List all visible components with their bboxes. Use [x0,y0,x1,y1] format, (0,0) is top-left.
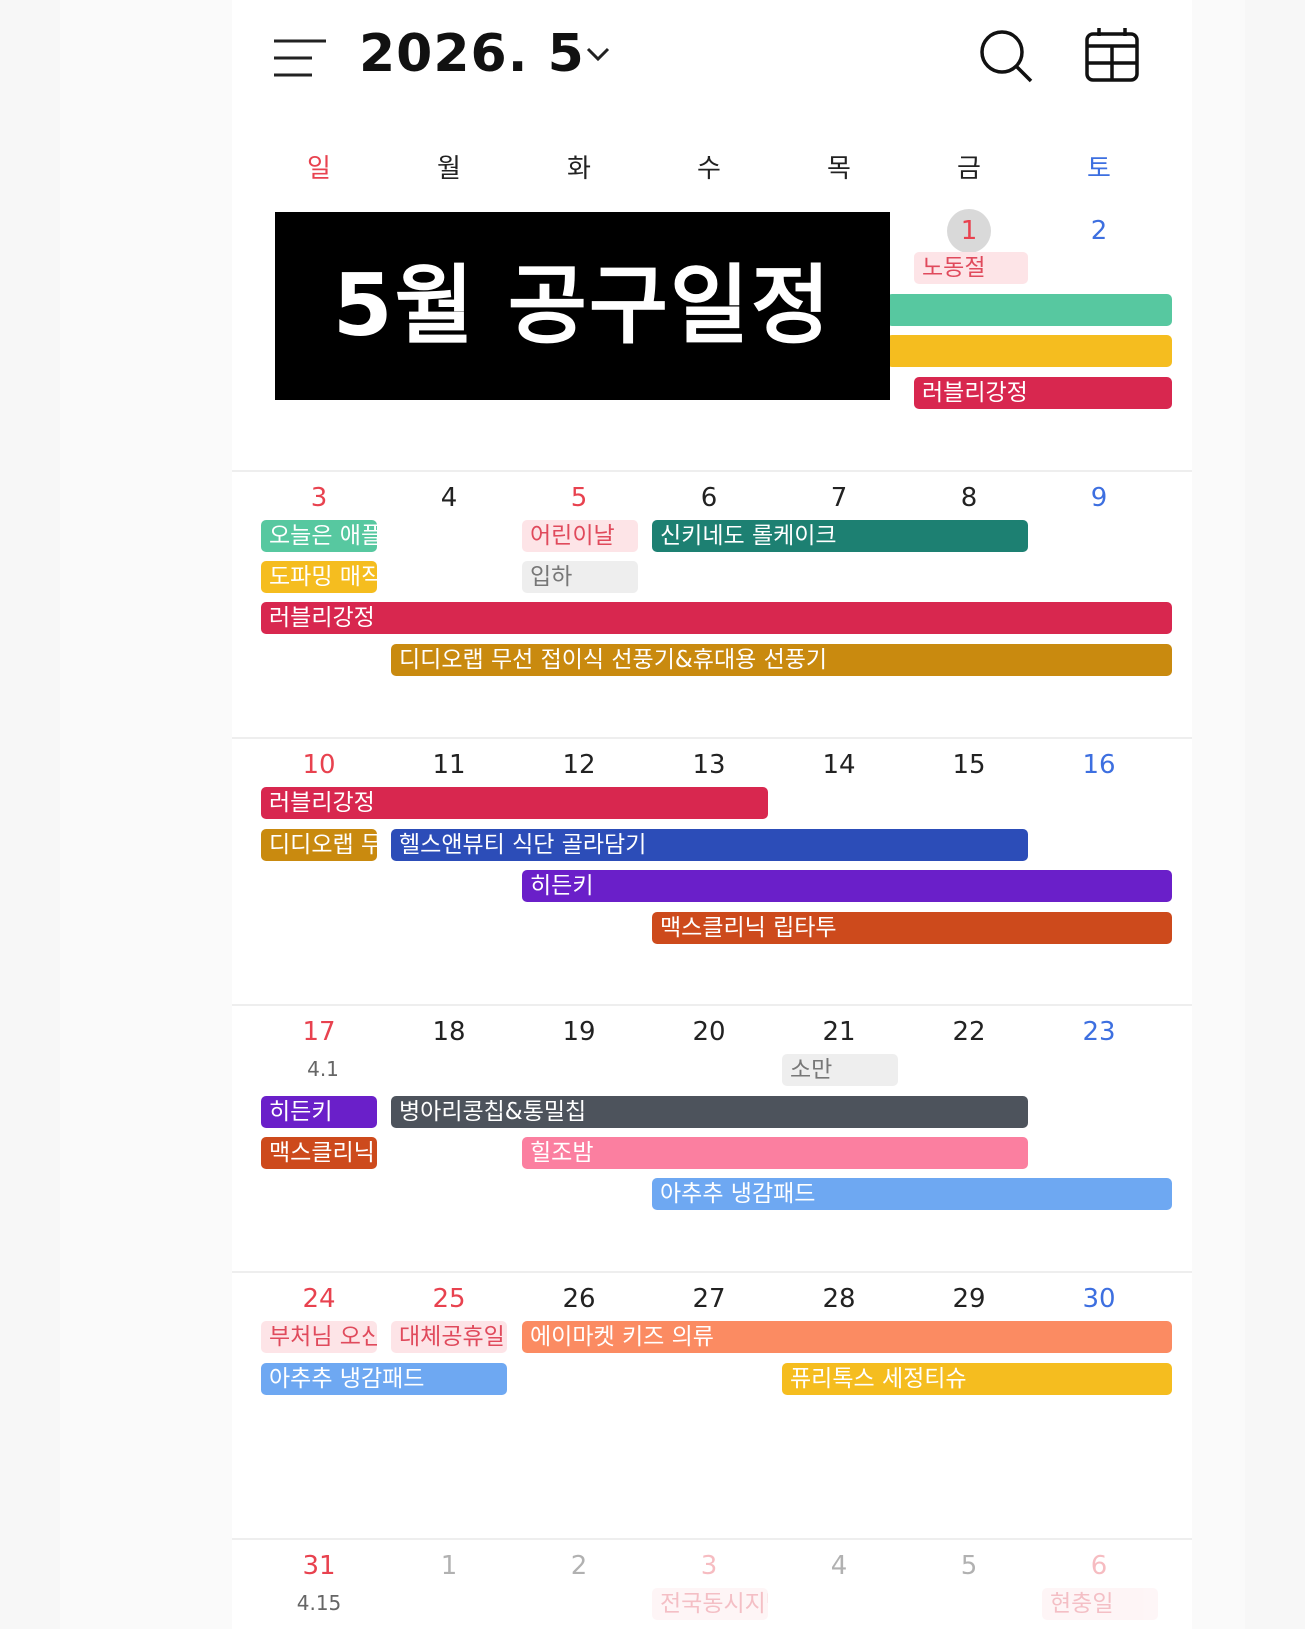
event-buddha[interactable]: 부처님 오신 날 [261,1321,377,1353]
day-3[interactable]: 3 [310,483,328,513]
day-next-6[interactable]: 6 [1090,1551,1108,1581]
today-marker [947,209,991,253]
day-28[interactable]: 28 [822,1284,856,1314]
weekday-sat: 토 [1087,154,1111,184]
day-6[interactable]: 6 [700,483,718,513]
event-green-bar[interactable] [887,294,1172,326]
day-22[interactable]: 22 [952,1017,986,1047]
day-next-1[interactable]: 1 [440,1551,458,1581]
event-oneul[interactable]: 오늘은 애플 [261,520,377,552]
event-amarket[interactable]: 에이마켓 키즈 의류 [522,1321,1172,1353]
event-puri[interactable]: 퓨리톡스 세정티슈 [782,1363,1172,1395]
day-20[interactable]: 20 [692,1017,726,1047]
event-shinki[interactable]: 신키네도 롤케이크 [652,520,1028,552]
event-health[interactable]: 헬스앤뷰티 식단 골라담기 [391,829,1028,861]
day-19[interactable]: 19 [562,1017,596,1047]
event-didio-w3[interactable]: 디디오랩 무선 [261,829,377,861]
weekday-fri: 금 [957,154,981,184]
day-12[interactable]: 12 [562,750,596,780]
day-next-2[interactable]: 2 [570,1551,588,1581]
day-13[interactable]: 13 [692,750,726,780]
event-yellow-bar[interactable] [887,335,1172,367]
event-achu-w4[interactable]: 아추추 냉감패드 [652,1178,1172,1210]
day-next-5[interactable]: 5 [960,1551,978,1581]
event-substitute-holiday[interactable]: 대체공휴일 [391,1321,507,1353]
event-lovely-w1[interactable]: 러블리강정 [914,377,1172,409]
day-21[interactable]: 21 [822,1017,856,1047]
day-27[interactable]: 27 [692,1284,726,1314]
event-max-w4[interactable]: 맥스클리닉 [261,1137,377,1169]
weekday-tue: 화 [567,154,591,184]
weekday-thu: 목 [827,154,851,184]
event-soman[interactable]: 소만 [782,1054,898,1086]
day-4[interactable]: 4 [440,483,458,513]
banner-overlay: 5월 공구일정 [275,212,890,400]
week-divider [232,1004,1192,1006]
day-18[interactable]: 18 [432,1017,466,1047]
day-16[interactable]: 16 [1082,750,1116,780]
day-15[interactable]: 15 [952,750,986,780]
week-divider [232,1538,1192,1540]
month-title[interactable]: 2026. 5 [359,24,585,84]
lunar-date: 4.1 [307,1057,339,1081]
app-background: 2026. 5 일 월 화 수 목 금 토 1 2 노동절 러블리강정 3 4 … [60,0,1245,1629]
day-7[interactable]: 7 [830,483,848,513]
event-lovely-w3[interactable]: 러블리강정 [261,787,768,819]
event-memorial-day[interactable]: 현충일 [1042,1588,1158,1620]
day-8[interactable]: 8 [960,483,978,513]
day-1[interactable]: 1 [960,216,978,246]
day-9[interactable]: 9 [1090,483,1108,513]
day-17[interactable]: 17 [302,1017,336,1047]
day-14[interactable]: 14 [822,750,856,780]
day-next-3[interactable]: 3 [700,1551,718,1581]
event-didio-w2[interactable]: 디디오랩 무선 접이식 선풍기&휴대용 선풍기 [391,644,1172,676]
event-achu-w5[interactable]: 아추추 냉감패드 [261,1363,507,1395]
day-5[interactable]: 5 [570,483,588,513]
day-30[interactable]: 30 [1082,1284,1116,1314]
event-hidden-w4[interactable]: 히든키 [261,1096,377,1128]
week-divider [232,470,1192,472]
day-2[interactable]: 2 [1090,216,1108,246]
day-23[interactable]: 23 [1082,1017,1116,1047]
event-max-w3[interactable]: 맥스클리닉 립타투 [652,912,1172,944]
event-election[interactable]: 전국동시지방선거 [652,1588,768,1620]
day-31[interactable]: 31 [302,1551,336,1581]
event-children-day[interactable]: 어린이날 [522,520,638,552]
event-ipha[interactable]: 입하 [522,561,638,593]
event-nodongjeol[interactable]: 노동절 [914,252,1028,284]
day-26[interactable]: 26 [562,1284,596,1314]
event-byung[interactable]: 병아리콩칩&통밀칩 [391,1096,1028,1128]
day-25[interactable]: 25 [432,1284,466,1314]
week-divider [232,737,1192,739]
week-divider [232,1271,1192,1273]
day-29[interactable]: 29 [952,1284,986,1314]
event-heal[interactable]: 힐조밤 [522,1137,1028,1169]
day-11[interactable]: 11 [432,750,466,780]
menu-icon[interactable] [272,38,328,78]
calendar-grid-icon[interactable] [1084,28,1140,84]
event-hidden-w3[interactable]: 히든키 [522,870,1172,902]
calendar-view: 2026. 5 일 월 화 수 목 금 토 1 2 노동절 러블리강정 3 4 … [232,0,1192,1629]
search-icon[interactable] [978,28,1034,84]
day-next-4[interactable]: 4 [830,1551,848,1581]
day-24[interactable]: 24 [302,1284,336,1314]
weekday-mon: 월 [437,154,461,184]
lunar-date: 4.15 [296,1591,342,1615]
chevron-down-icon[interactable] [586,46,610,62]
event-lovely-w2[interactable]: 러블리강정 [261,602,1172,634]
weekday-wed: 수 [697,154,721,184]
day-10[interactable]: 10 [302,750,336,780]
event-dopaming[interactable]: 도파밍 매직 [261,561,377,593]
weekday-sun: 일 [307,154,331,184]
